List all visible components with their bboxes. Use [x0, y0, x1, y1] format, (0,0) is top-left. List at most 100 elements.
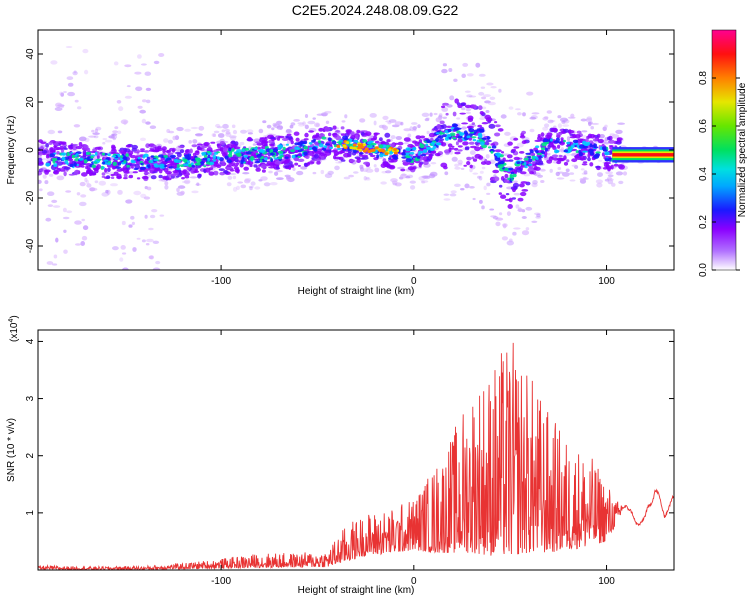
spectral-speckle — [254, 186, 261, 190]
spectral-core-cell — [206, 161, 211, 165]
spectral-band-cell — [295, 137, 300, 142]
spectral-speckle — [416, 124, 421, 128]
spectral-band-cell — [149, 149, 155, 152]
spectral-band-cell — [468, 141, 475, 145]
spectral-core-cell — [146, 156, 150, 161]
spectral-band-cell — [567, 129, 575, 134]
spectral-speckle — [564, 153, 571, 156]
spectral-core-cell — [137, 156, 141, 160]
spectral-speckle — [487, 101, 496, 106]
spectral-peak-cell — [357, 146, 362, 150]
spectral-speckle — [139, 109, 146, 114]
spectral-speckle — [451, 156, 458, 162]
spectral-speckle — [622, 171, 628, 176]
spectral-band-cell — [529, 165, 534, 169]
spectral-band-cell — [285, 135, 289, 139]
spectral-band-cell — [68, 145, 74, 150]
spectral-band-cell — [106, 175, 111, 179]
spectral-band-cell — [331, 149, 338, 153]
spectral-core-cell — [194, 162, 201, 166]
spectral-band-cell — [383, 162, 391, 167]
spectral-core-cell — [572, 139, 579, 144]
snr-y-multiplier: (x104) — [8, 315, 20, 342]
spectral-core-cell — [159, 163, 165, 168]
spectral-core-cell — [570, 144, 575, 149]
spectral-band-cell — [343, 152, 350, 158]
spectral-band-cell — [581, 163, 588, 166]
spectral-band-cell — [303, 162, 308, 167]
spectral-core-cell — [241, 149, 246, 152]
spectral-band-cell — [556, 132, 563, 136]
spectral-band-cell — [286, 133, 292, 136]
spectral-core-cell — [376, 154, 379, 159]
spectral-speckle — [63, 91, 67, 93]
spectral-band-cell — [515, 167, 523, 173]
spectral-speckle — [229, 135, 237, 139]
spectral-speckle — [196, 182, 200, 186]
spectral-band-cell — [455, 141, 459, 146]
spectral-band-cell — [89, 173, 97, 176]
spectral-speckle — [443, 198, 451, 201]
spectral-band-cell — [197, 143, 203, 146]
spectral-speckle — [522, 112, 526, 117]
spectral-speckle — [137, 105, 143, 109]
spectral-core-cell — [582, 150, 588, 153]
spectral-core-cell — [212, 159, 216, 162]
spectral-band-cell — [529, 171, 535, 175]
spectral-core-cell — [490, 150, 494, 154]
spectral-speckle — [269, 182, 278, 186]
spectral-speckle — [140, 137, 146, 141]
spectral-core-cell — [93, 161, 98, 164]
spectral-band-cell — [513, 185, 518, 190]
spectral-core-cell — [236, 152, 242, 157]
spectral-speckle — [454, 163, 460, 167]
spectral-core-cell — [420, 153, 427, 157]
spectral-speckle — [217, 133, 225, 138]
spectral-speckle — [184, 128, 191, 132]
spectral-band-cell — [234, 157, 239, 163]
spectral-speckle — [293, 119, 300, 122]
spectral-speckle — [213, 130, 220, 134]
spectral-speckle — [272, 122, 277, 127]
spectral-core-cell — [487, 146, 492, 149]
spectral-band-cell — [259, 138, 266, 143]
spectral-speckle — [526, 91, 534, 96]
spectral-band-cell — [520, 181, 528, 184]
spectral-band-cell — [213, 170, 219, 176]
spectral-band-cell — [56, 168, 61, 172]
spectral-core-cell — [101, 152, 106, 156]
spectral-band-cell — [131, 144, 138, 150]
spectral-band-cell — [255, 141, 261, 144]
spectral-core-cell — [578, 149, 582, 154]
spectral-core-cell — [308, 142, 313, 145]
spectral-core-cell — [402, 149, 406, 154]
spectral-core-cell — [202, 157, 208, 161]
spectral-core-cell — [452, 137, 457, 140]
spectral-speckle — [531, 220, 538, 223]
spectrogram-y-ticks: -40 -20 0 20 40 — [25, 48, 674, 253]
spectral-band-cell — [125, 169, 130, 173]
spectral-speckle — [483, 185, 487, 191]
spectral-band-cell — [518, 183, 525, 188]
spectral-band-cell — [386, 139, 391, 143]
spectral-speckle — [489, 208, 495, 211]
spectral-band-cell — [508, 159, 514, 162]
spectral-peak-cell — [358, 148, 363, 152]
spectral-core-cell — [419, 143, 425, 149]
spectral-core-cell — [555, 150, 560, 153]
spectral-speckle — [421, 180, 426, 184]
spectral-speckle — [516, 142, 524, 148]
spectral-band-cell — [110, 151, 116, 154]
spectral-core-cell — [294, 142, 300, 146]
spectral-core-cell — [231, 148, 235, 152]
spectral-band-cell — [107, 167, 111, 172]
spectral-band-cell — [401, 160, 407, 163]
spectral-speckle — [276, 125, 284, 130]
spectral-speckle — [373, 164, 377, 168]
spectral-peak-cell — [362, 143, 367, 147]
spectral-speckle — [153, 60, 160, 65]
spectral-speckle — [152, 267, 161, 270]
spectral-speckle — [495, 221, 501, 227]
spectral-speckle — [403, 128, 412, 132]
spectral-speckle — [479, 117, 486, 121]
